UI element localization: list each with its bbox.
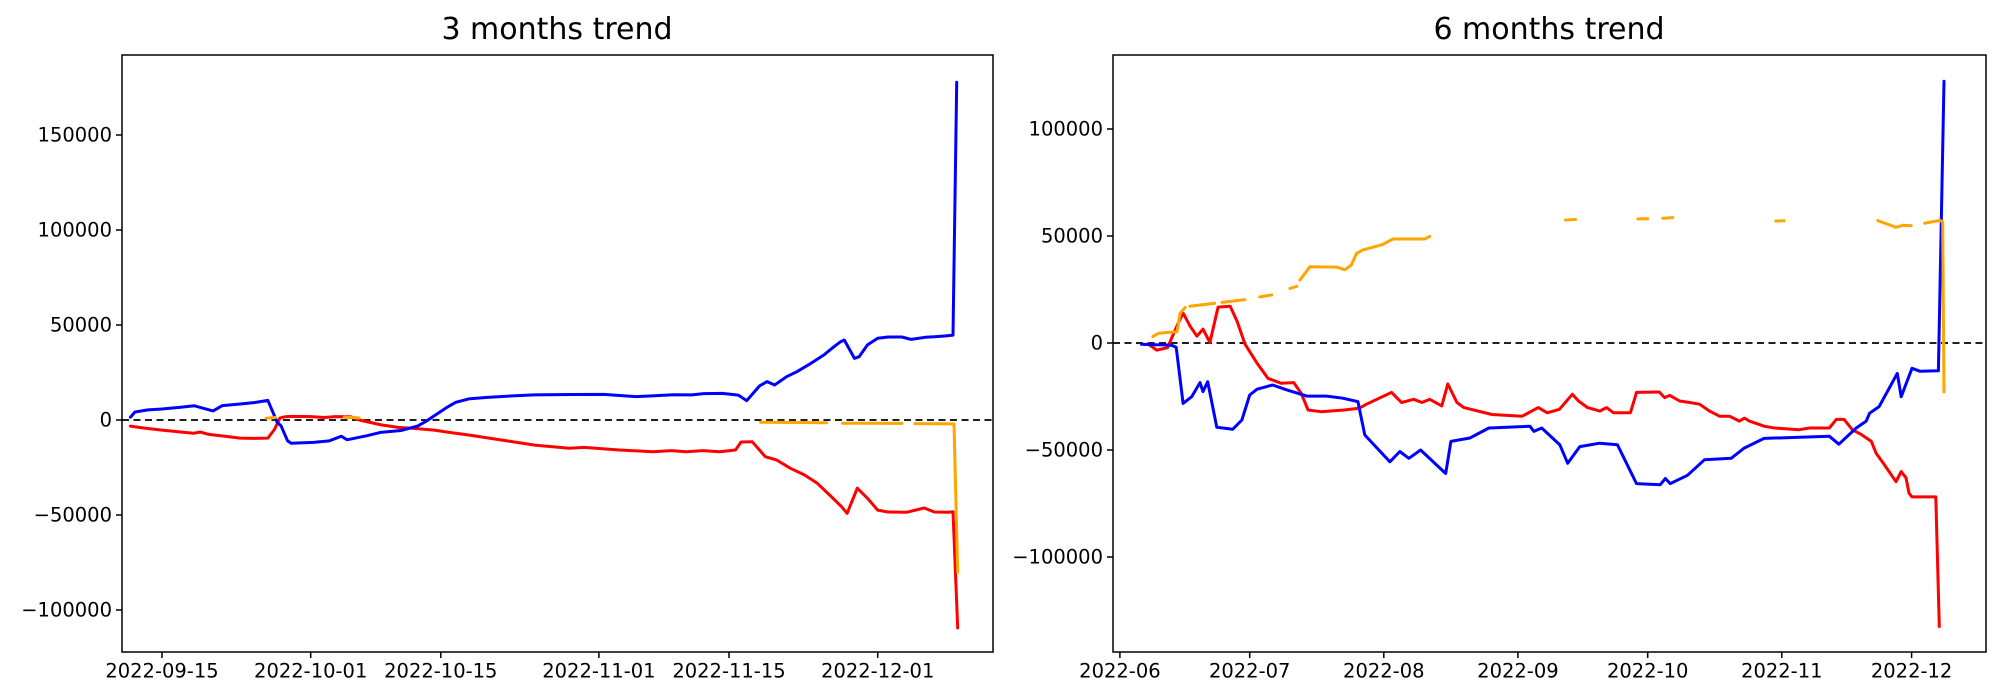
y-tick-label: 50000 — [50, 314, 112, 337]
plot-area-3-months-trend: 2022-09-15 2022-10-01 2022-10-15 2022-11-01… — [21, 54, 994, 682]
x-tick-label: 2022-10-15 — [384, 659, 497, 682]
y-tick-label: −50000 — [1025, 439, 1103, 462]
plot-area-6-months-trend: 2022-06 2022-07 2022-08 2022-09 2022-10 2022-… — [1012, 54, 1987, 682]
series-orange-line — [1188, 301, 1217, 308]
x-tick-label: 2022-12-01 — [821, 659, 934, 682]
x-tick-label: 2022-11 — [1741, 659, 1822, 682]
plot-border — [121, 54, 994, 653]
series-orange-line — [1258, 293, 1274, 299]
y-tick-label: 100000 — [1029, 118, 1103, 141]
series-orange-line — [1564, 218, 1577, 222]
series-orange-line — [264, 416, 277, 420]
x-tick-label: 2022-10 — [1607, 659, 1688, 682]
x-tick-label: 2022-07 — [1209, 659, 1290, 682]
chart-title-3-months-trend: 3 months trend — [441, 12, 672, 47]
series-blue-line — [128, 80, 959, 445]
x-tick-label: 2022-10-01 — [254, 659, 367, 682]
x-tick-label: 2022-11-01 — [542, 659, 655, 682]
series-red-line — [128, 414, 960, 630]
y-tick-label: 50000 — [1041, 225, 1103, 248]
series-orange-line — [1288, 284, 1299, 290]
x-tick-label: 2022-08 — [1343, 659, 1424, 682]
x-tick-label: 2022-11-15 — [672, 659, 785, 682]
y-tick-label: 0 — [100, 409, 112, 432]
chart-title-6-months-trend: 6 months trend — [1433, 12, 1664, 47]
y-tick-label: −100000 — [1012, 546, 1103, 569]
x-tick-label: 2022-09-15 — [105, 659, 218, 682]
series-orange-line — [1923, 218, 1946, 394]
series-orange-line — [1220, 298, 1247, 304]
y-tick-label: 0 — [1091, 332, 1103, 355]
y-tick-label: 100000 — [38, 219, 112, 242]
series-orange-line — [1661, 216, 1675, 220]
x-tick-label: 2022-06 — [1079, 659, 1160, 682]
y-tick-label: −100000 — [21, 599, 112, 622]
series-orange-line — [342, 415, 361, 420]
x-tick-label: 2022-12 — [1871, 659, 1952, 682]
series-blue-line — [1140, 79, 1946, 487]
y-tick-label: 150000 — [38, 124, 112, 147]
series-orange-line — [1298, 235, 1432, 282]
y-tick-label: −50000 — [34, 504, 112, 527]
x-tick-label: 2022-09 — [1477, 659, 1558, 682]
series-orange-line — [1151, 306, 1187, 339]
plot-border — [1112, 54, 1987, 653]
series-orange-line — [913, 422, 960, 574]
series-red-line — [1146, 304, 1941, 628]
series-orange-line — [1876, 219, 1913, 229]
